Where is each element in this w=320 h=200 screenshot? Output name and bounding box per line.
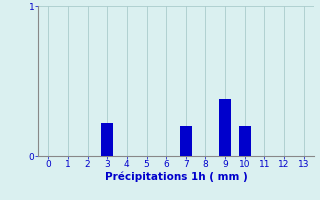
Bar [219, 99, 231, 156]
Bar [101, 123, 113, 156]
Bar [180, 126, 192, 156]
Bar [239, 126, 251, 156]
X-axis label: Précipitations 1h ( mm ): Précipitations 1h ( mm ) [105, 172, 247, 182]
